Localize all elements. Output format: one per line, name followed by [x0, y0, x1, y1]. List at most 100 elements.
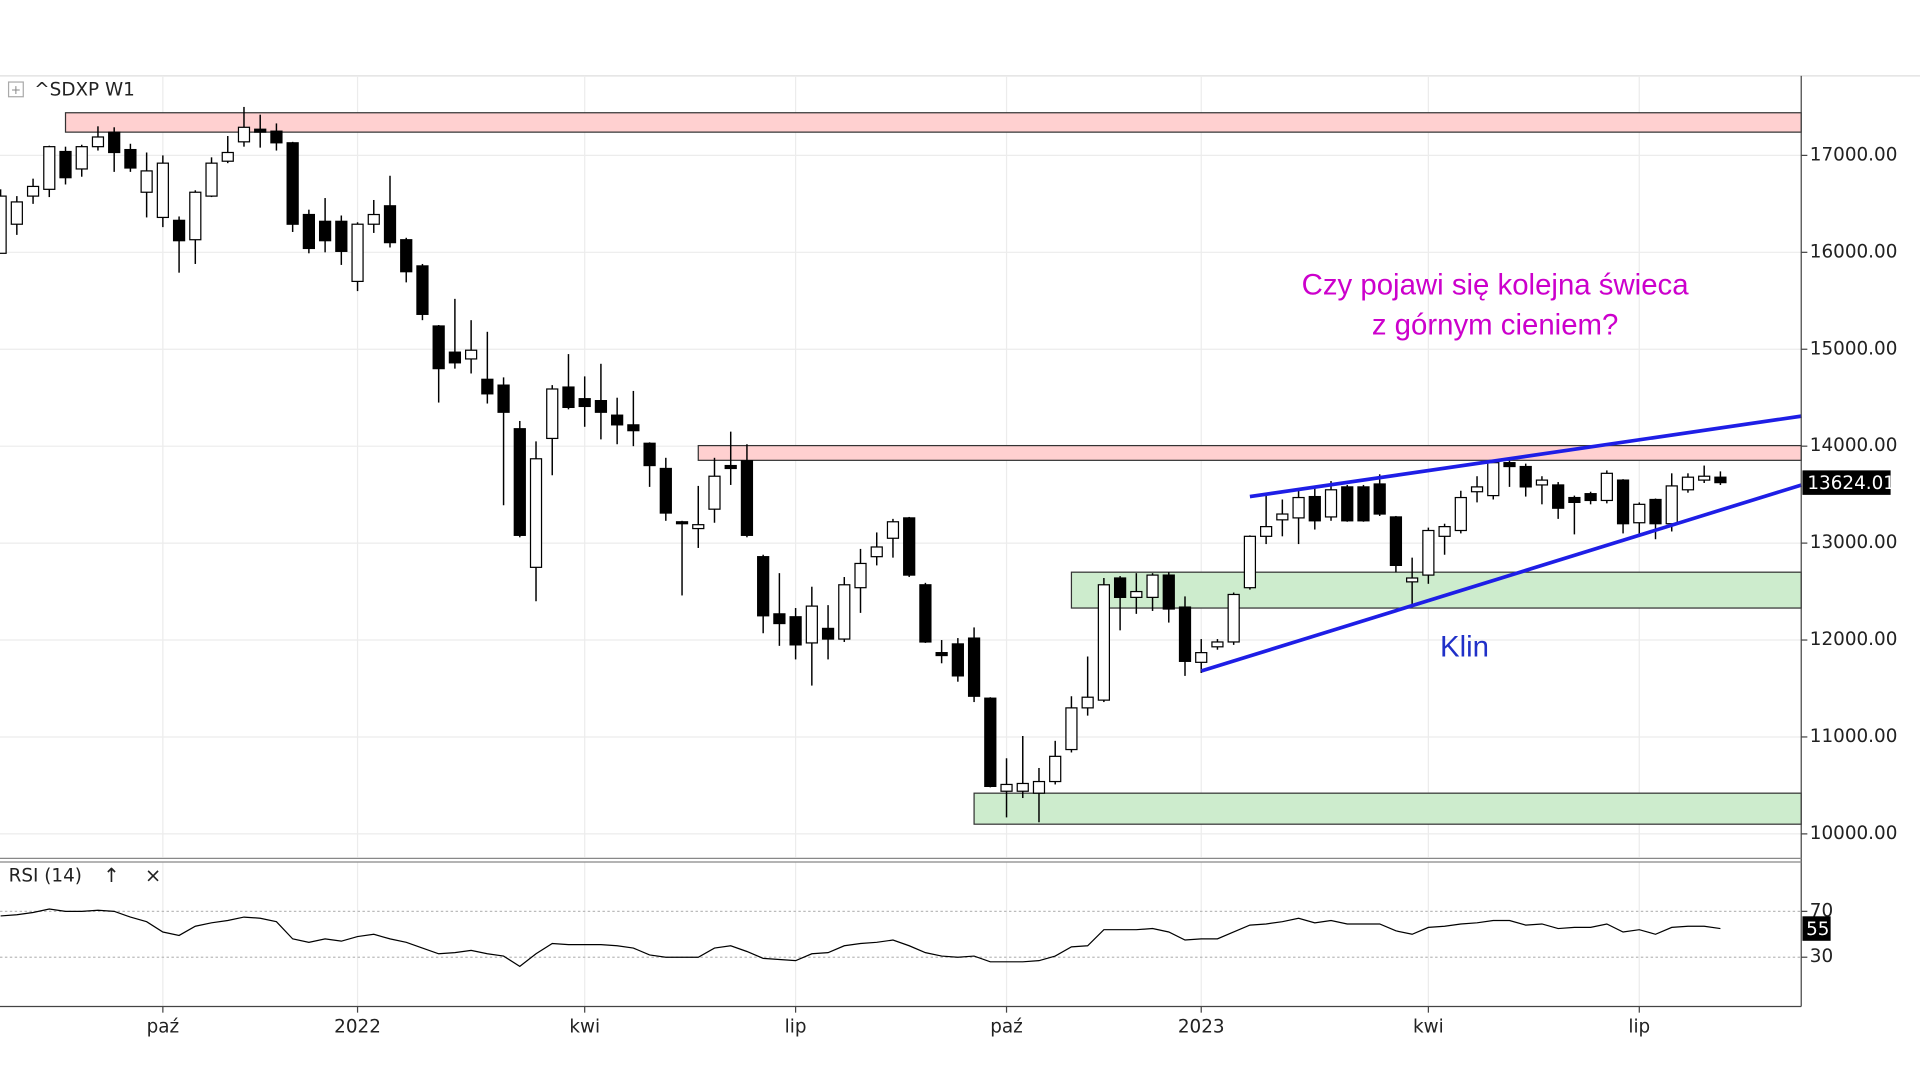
- candle-body: [1487, 462, 1500, 497]
- y-tick-label: 70: [1810, 900, 1833, 921]
- candle-body: [124, 148, 137, 169]
- candle-body: [546, 388, 559, 440]
- candle-body: [1357, 486, 1370, 522]
- candle-body: [1243, 535, 1257, 589]
- candle-body: [1568, 496, 1581, 504]
- candle-body: [659, 467, 672, 514]
- candle-body: [692, 524, 705, 530]
- move-up-button[interactable]: ↑: [103, 864, 119, 887]
- candle-body: [383, 205, 397, 244]
- candle-body: [1292, 496, 1305, 519]
- expand-icon-text[interactable]: +: [11, 83, 21, 97]
- candle-body: [773, 613, 786, 625]
- candle-body: [1146, 574, 1159, 598]
- candle-body: [140, 170, 153, 193]
- candle-body: [1000, 783, 1013, 792]
- candle-body: [919, 584, 932, 643]
- zone: [1070, 571, 1802, 609]
- candle-body: [1389, 516, 1403, 567]
- y-tick-label: 13000.00: [1810, 532, 1898, 553]
- candle-body: [481, 378, 494, 395]
- candle-body: [221, 151, 234, 162]
- candle-body: [172, 219, 186, 242]
- candle-body: [1438, 526, 1451, 537]
- candle-body: [562, 386, 575, 409]
- candle-body: [578, 398, 591, 408]
- candle-body: [789, 616, 802, 646]
- candle-body: [838, 584, 851, 640]
- candle-body: [1519, 465, 1532, 488]
- x-tick-label: 2023: [1178, 1016, 1225, 1037]
- candle-body: [1130, 590, 1143, 598]
- candle-body: [156, 162, 169, 219]
- rsi-line: [0, 908, 1721, 968]
- x-tick-label: paź: [147, 1016, 180, 1037]
- candle-body: [886, 521, 900, 539]
- candle-body: [0, 195, 7, 254]
- candle-body: [1454, 496, 1467, 532]
- candle-body: [1308, 495, 1321, 522]
- candle-body: [1195, 652, 1208, 663]
- candle-body: [1373, 483, 1386, 515]
- candle-body: [1227, 593, 1240, 643]
- candle-body: [1016, 782, 1029, 792]
- candle-body: [432, 325, 445, 370]
- candle-body: [1081, 696, 1094, 709]
- annotation: Klin: [1440, 631, 1489, 664]
- annotation: z górnym cieniem?: [1372, 309, 1619, 342]
- candle-body: [1535, 479, 1549, 486]
- y-tick-label: 14000.00: [1810, 435, 1898, 456]
- candle-body: [675, 521, 689, 525]
- zone: [64, 112, 1802, 133]
- candle-body: [1049, 755, 1062, 783]
- candle-body: [1584, 493, 1597, 502]
- close-button[interactable]: ×: [145, 864, 161, 887]
- x-tick-label: 2022: [334, 1016, 381, 1037]
- candle-body: [1065, 707, 1078, 751]
- zone: [973, 792, 1802, 825]
- candle-body: [91, 136, 105, 148]
- candle-body: [1113, 577, 1127, 598]
- candle-body: [1422, 529, 1435, 576]
- candle-body: [708, 475, 721, 510]
- candle-body: [1260, 526, 1273, 537]
- candle-body: [513, 428, 526, 536]
- candle-body: [1503, 462, 1516, 468]
- candle-body: [984, 697, 997, 787]
- candle-body: [821, 627, 835, 640]
- plot-area: [0, 75, 1803, 1007]
- trend-line: [1200, 483, 1803, 673]
- candle-body: [270, 130, 283, 144]
- expand-icon[interactable]: [7, 81, 24, 98]
- candle-body: [465, 349, 478, 360]
- candle-body: [1698, 475, 1711, 481]
- candle-body: [627, 424, 640, 432]
- candle-body: [1600, 472, 1613, 502]
- candle-body: [189, 191, 202, 241]
- candle-body: [1552, 484, 1565, 509]
- last-value-box: [1802, 916, 1831, 941]
- candle-body: [643, 442, 656, 467]
- candle-body: [529, 458, 543, 568]
- candle-body: [1097, 584, 1110, 701]
- annotation: Czy pojawi się kolejna świeca: [1302, 268, 1690, 301]
- y-tick-label: 30: [1810, 946, 1833, 967]
- candle-body: [10, 201, 23, 225]
- candle-body: [335, 220, 348, 252]
- y-tick-label: 15000.00: [1810, 338, 1898, 359]
- candle-body: [594, 400, 608, 413]
- candle-body: [302, 213, 315, 250]
- candle-body: [935, 652, 948, 657]
- candle-body: [254, 128, 267, 133]
- candle-body: [367, 213, 380, 225]
- candle-body: [724, 464, 737, 470]
- candle-body: [1616, 479, 1630, 525]
- candle-body: [448, 351, 462, 364]
- candle-body: [903, 517, 916, 576]
- chart-title: ^SDXP W1: [34, 80, 134, 101]
- candle-body: [1211, 641, 1224, 648]
- x-tick-label: paź: [990, 1016, 1023, 1037]
- candle-body: [1714, 476, 1727, 484]
